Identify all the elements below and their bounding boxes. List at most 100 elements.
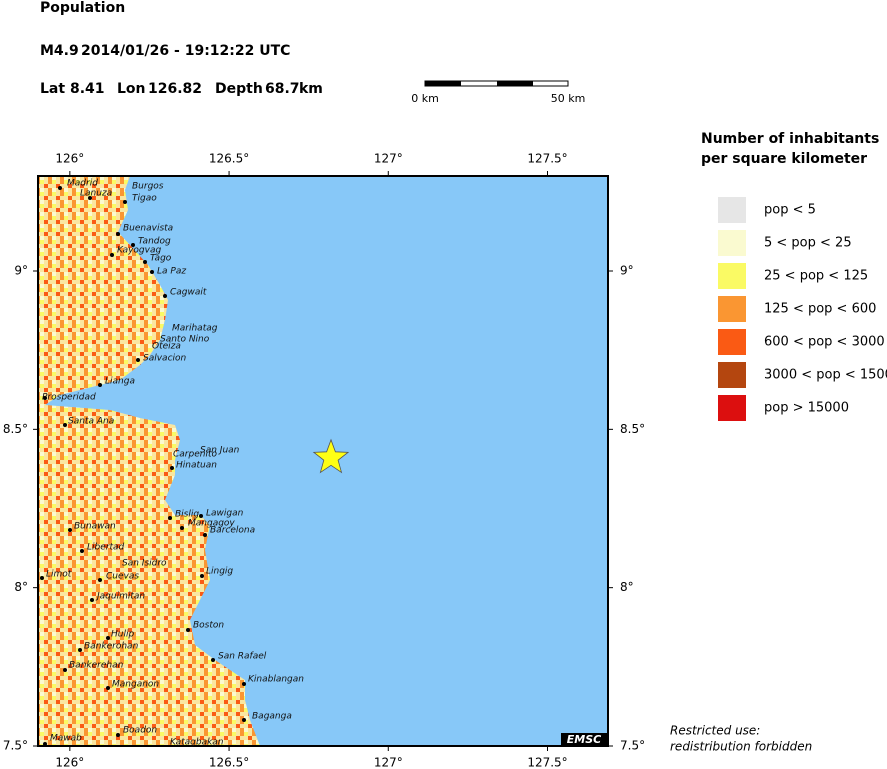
place-dot [68, 528, 72, 532]
legend-label: pop < 5 [764, 203, 816, 218]
place-dot [116, 232, 120, 236]
place-dot [199, 514, 203, 518]
y-tick-label: 8.5° [3, 422, 28, 436]
place-label: Tigao [132, 194, 157, 204]
legend-swatch [718, 395, 746, 421]
place-label: Cagwait [170, 288, 207, 298]
place-label: Prosperidad [42, 393, 96, 403]
title: Population [40, 0, 125, 16]
place-label: Jaquimitan [95, 592, 145, 602]
place-label: Burgos [132, 182, 164, 192]
y-tick-label: 9° [620, 264, 634, 278]
place-label: Oteiza [152, 342, 181, 352]
legend-swatch [718, 362, 746, 388]
epicenter [312, 438, 350, 474]
x-tick-label: 126.5° [209, 756, 249, 769]
place-label: San Isidro [122, 559, 167, 569]
legend-swatch [718, 329, 746, 355]
place-dot [78, 648, 82, 652]
place-dot [242, 718, 246, 722]
place-dot [88, 196, 92, 200]
x-tick-label: 126.5° [209, 152, 249, 166]
y-tick-label: 8° [620, 580, 634, 594]
place-label: Lingig [206, 567, 233, 577]
notice: Restricted use: [670, 724, 760, 738]
lon: 126.82 [148, 81, 202, 97]
place-dot [116, 733, 120, 737]
place-dot [180, 526, 184, 530]
scale-start: 0 km [411, 92, 439, 105]
lon-label: Lon [117, 81, 146, 97]
place-dot [106, 636, 110, 640]
place-dot [186, 628, 190, 632]
scale-end: 50 km [551, 92, 586, 105]
place-label: Hulip [111, 630, 134, 640]
logo-box [561, 733, 607, 746]
place-dot [106, 686, 110, 690]
place-dot [203, 533, 207, 537]
place-dot [80, 549, 84, 553]
place-label: Baganga [252, 712, 292, 722]
notice: redistribution forbidden [670, 740, 812, 754]
logo: EMSC [567, 733, 601, 746]
place-label: Bankerehan [69, 661, 124, 671]
legend-title: per square kilometer [701, 151, 867, 167]
place-dot [43, 742, 47, 746]
place-label: Santo Nino [160, 335, 210, 345]
place-dot [90, 598, 94, 602]
place-dot [98, 578, 102, 582]
place-label: Salvacion [143, 354, 187, 364]
place-label: Madrid [67, 179, 98, 189]
place-dot [131, 243, 135, 247]
place-dot [150, 270, 154, 274]
y-tick-label: 7.5° [620, 739, 645, 753]
place-label: Santa Ana [68, 417, 114, 427]
x-tick-label: 127° [374, 756, 403, 769]
x-tick-label: 127° [374, 152, 403, 166]
legend-title: Number of inhabitants [701, 131, 879, 147]
place-dot [168, 516, 172, 520]
place-dot [63, 423, 67, 427]
depth-label: Depth [215, 81, 263, 97]
place-dot [143, 260, 147, 264]
legend-swatch [718, 230, 746, 256]
place-label: Boston [193, 621, 224, 631]
place-label: Buenavista [123, 224, 173, 234]
place-dot [136, 358, 140, 362]
legend-label: 600 < pop < 3000 [764, 335, 885, 350]
place-dot [58, 186, 62, 190]
legend-swatch [718, 263, 746, 289]
place-label: Lanuza [80, 189, 112, 199]
place-dot [211, 658, 215, 662]
place-label: Carpenito [173, 450, 217, 460]
place-dot [200, 574, 204, 578]
legend-swatch [718, 296, 746, 322]
place-label: Boadon [123, 726, 157, 736]
place-label: Marihatag [172, 324, 218, 334]
place-label: Cuevas [106, 572, 139, 582]
depth-unit: km [299, 81, 323, 97]
lat: 8.41 [70, 81, 105, 97]
place-dot [98, 383, 102, 387]
place-label: Barcelona [210, 526, 255, 536]
x-tick-label: 126° [55, 756, 84, 769]
magnitude: M4.9 [40, 43, 79, 59]
place-label: Hinatuan [176, 461, 217, 471]
legend-label: 125 < pop < 600 [764, 302, 876, 317]
place-dot [163, 294, 167, 298]
place-label: Bislig [175, 510, 199, 520]
lat-label: Lat [40, 81, 65, 97]
legend-label: 25 < pop < 125 [764, 269, 868, 284]
place-dot [242, 682, 246, 686]
place-label: Lianga [105, 377, 135, 387]
place-label: Kinablangan [248, 675, 304, 685]
place-label: San Juan [200, 446, 240, 456]
x-tick-label: 127.5° [527, 756, 567, 769]
place-label: Katagbakan [170, 738, 224, 748]
place-dot [123, 200, 127, 204]
place-label: La Paz [157, 267, 186, 277]
place-dot [63, 668, 67, 672]
y-tick-label: 9° [14, 264, 28, 278]
place-label: Bankerohan [84, 642, 139, 652]
